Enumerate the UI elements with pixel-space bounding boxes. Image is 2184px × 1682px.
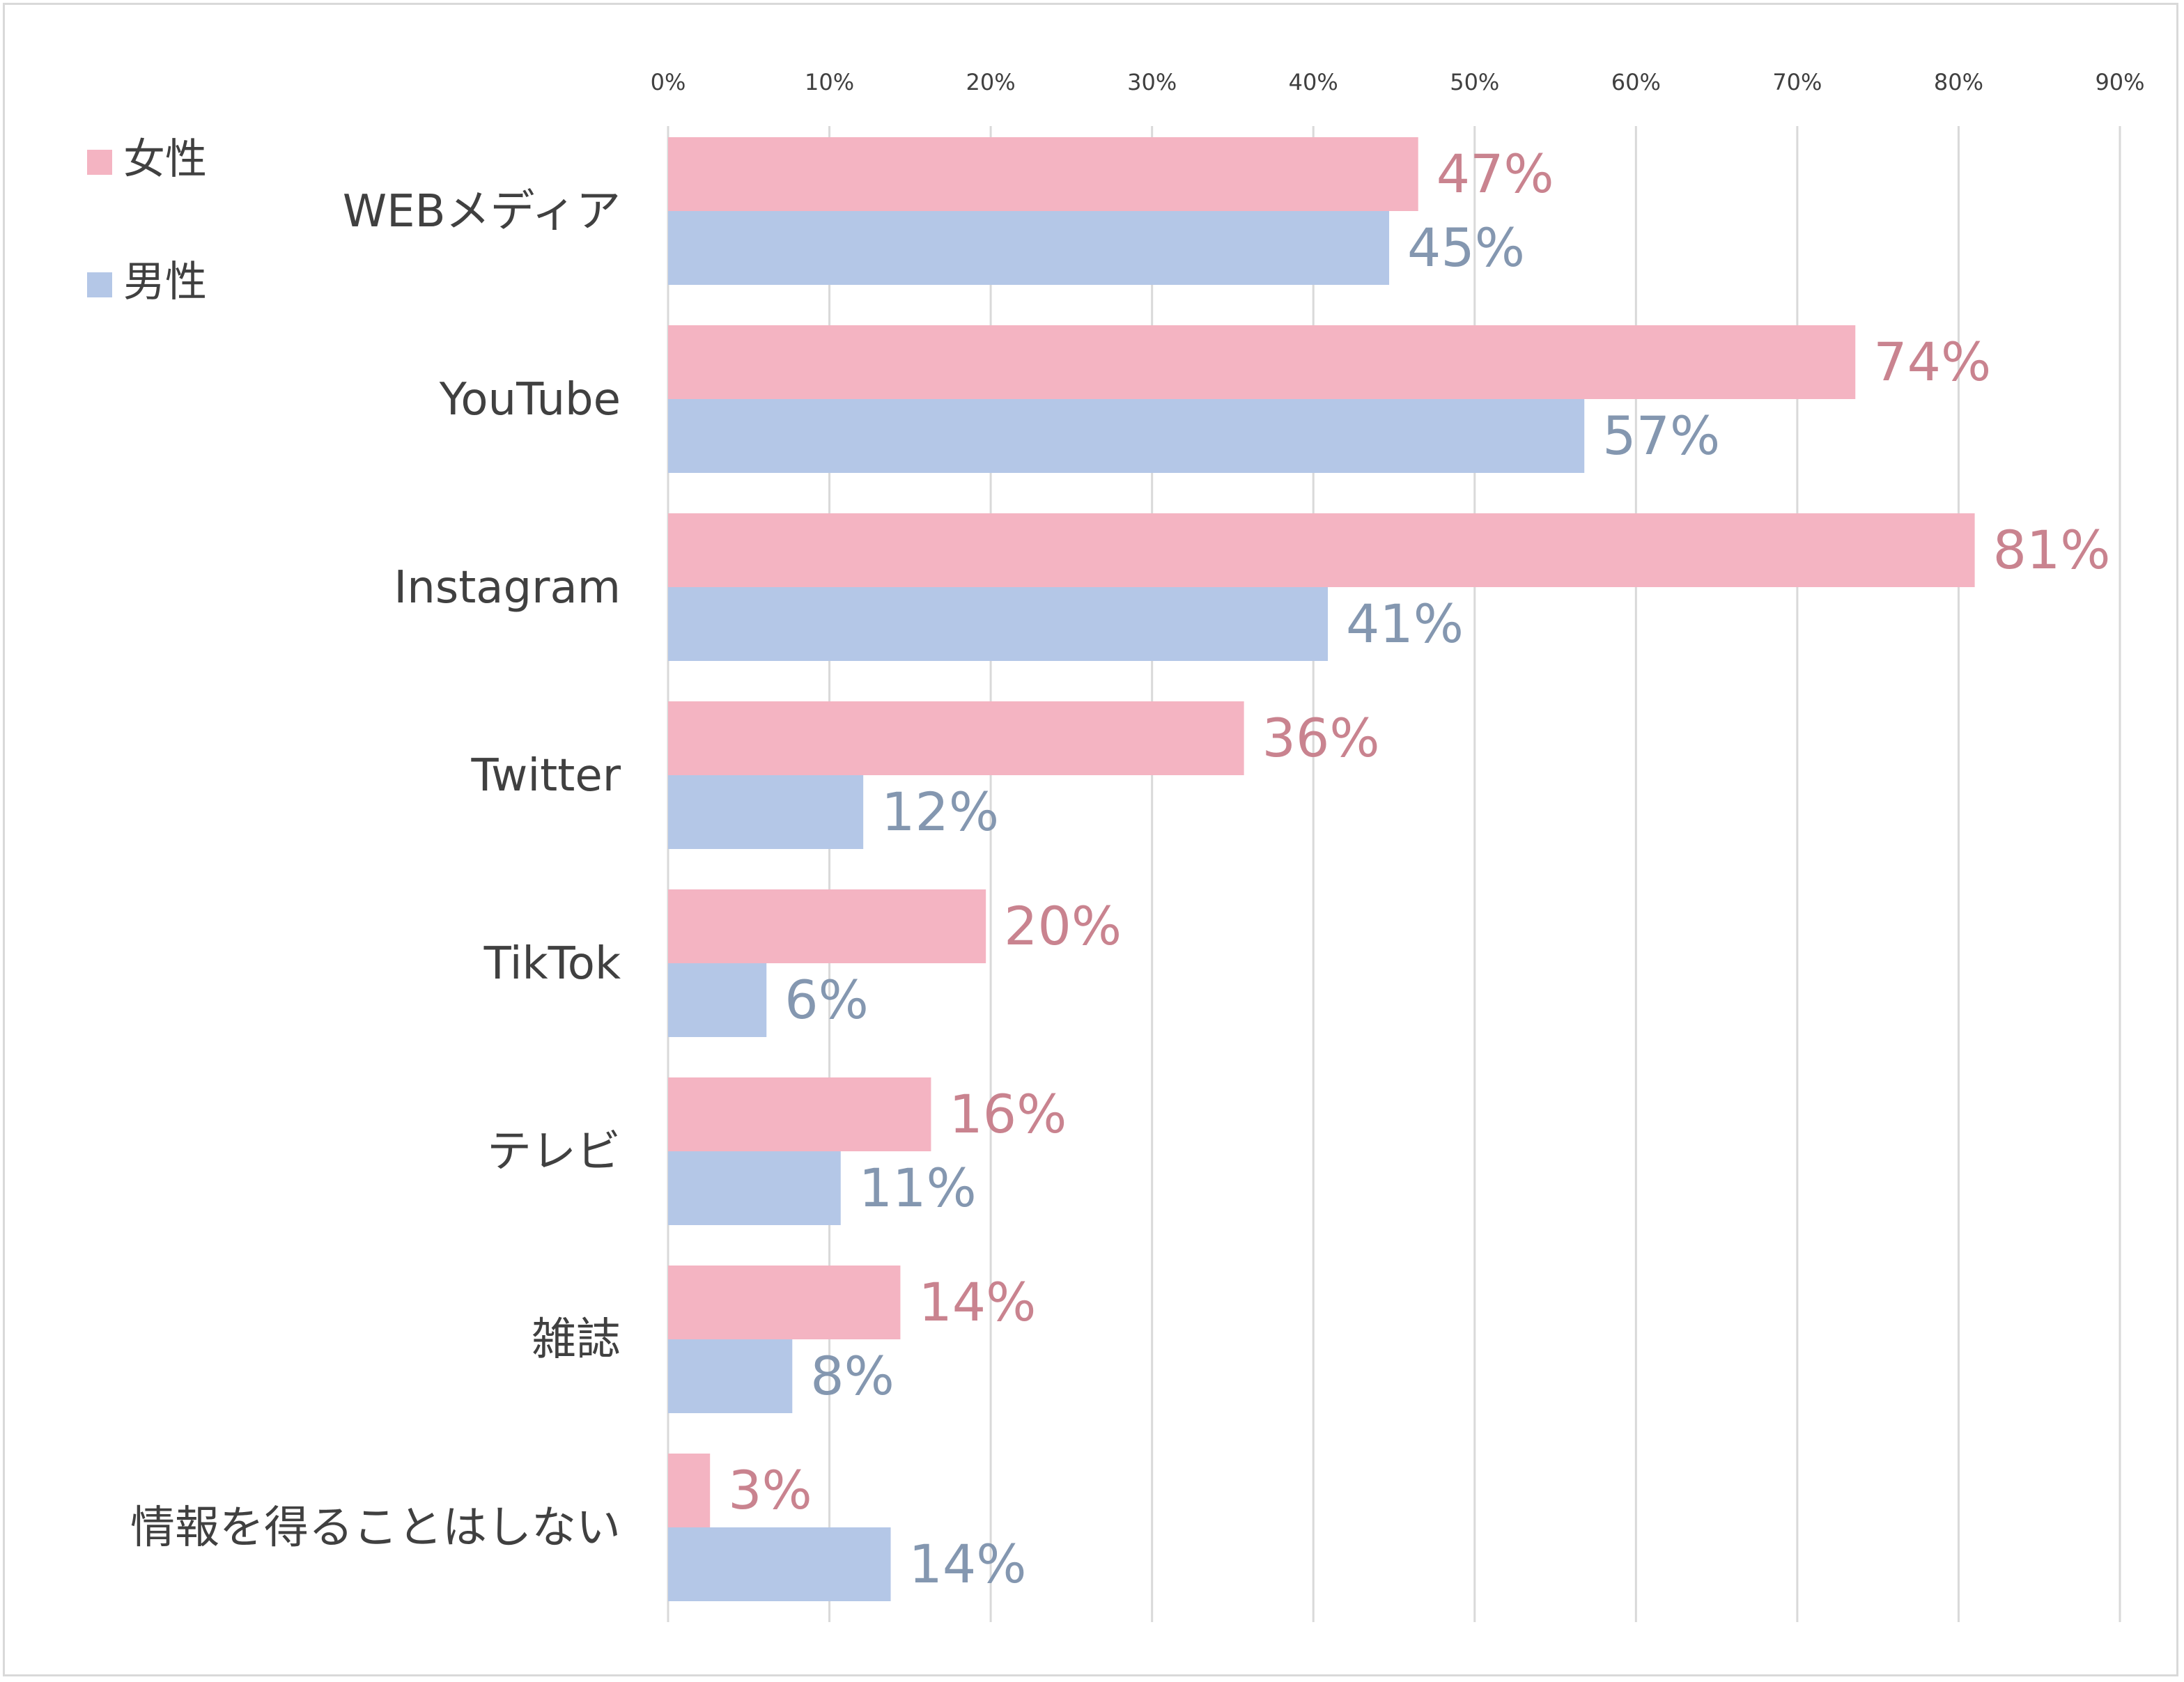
- data-label-female: 74%: [1873, 331, 1991, 393]
- bar-chart: 0% 10% 20% 30% 40% 50% 60% 70% 80% 90% 47% 45% 74% 5…: [87, 69, 2145, 1622]
- data-label-female: 14%: [918, 1271, 1036, 1333]
- bar-male: [668, 211, 1390, 285]
- bar-male: [668, 1339, 793, 1413]
- bar-female: [668, 325, 1856, 399]
- x-tick-label: 10%: [805, 69, 854, 95]
- bar-female: [668, 1077, 931, 1151]
- data-labels: 47% 45% 74% 57% 81% 41% 36% 12%20% 6% 16% 11% 14% 8%…: [728, 143, 2110, 1595]
- data-label-male: 8%: [810, 1345, 894, 1407]
- data-label-female: 20%: [1004, 895, 1122, 957]
- category-label: 情報を得ることはしない: [130, 1502, 621, 1554]
- chart-frame: 0% 10% 20% 30% 40% 50% 60% 70% 80% 90% 47% 45% 74% 5…: [3, 3, 2178, 1676]
- category-labels: WEBメディア YouTube Instagram Twitter TikTok テレビ雑…: [130, 186, 621, 1554]
- bar-male: [668, 963, 767, 1037]
- x-tick-label: 30%: [1127, 69, 1177, 95]
- data-label-male: 45%: [1407, 217, 1525, 279]
- bar-female: [668, 889, 986, 963]
- bar-male: [668, 399, 1585, 473]
- data-label-male: 57%: [1602, 405, 1720, 467]
- category-label: Instagram: [394, 562, 621, 614]
- x-tick-label: 40%: [1289, 69, 1338, 95]
- x-tick-label: 50%: [1450, 69, 1499, 95]
- x-axis-ticks: 0% 10% 20% 30% 40% 50% 60% 70% 80% 90%: [651, 69, 2145, 95]
- bar-female: [668, 1266, 901, 1339]
- bar-male: [668, 587, 1329, 661]
- x-tick-label: 0%: [651, 69, 686, 95]
- x-tick-label: 90%: [2095, 69, 2144, 95]
- data-label-female: 3%: [728, 1459, 812, 1521]
- legend-swatch-female: [87, 150, 112, 175]
- category-label: WEBメディア: [343, 186, 621, 237]
- legend-label-female: 女性: [123, 135, 207, 184]
- category-label: YouTube: [439, 374, 621, 426]
- bar-male: [668, 775, 864, 849]
- bar-female: [668, 701, 1244, 775]
- bar-female: [668, 137, 1418, 211]
- category-label: 雑誌: [532, 1314, 621, 1366]
- data-label-female: 81%: [1993, 519, 2111, 581]
- category-label: テレビ: [487, 1126, 621, 1178]
- x-tick-label: 80%: [1934, 69, 1983, 95]
- category-label: Twitter: [471, 750, 621, 802]
- data-label-male: 11%: [859, 1157, 977, 1219]
- data-label-female: 16%: [949, 1083, 1067, 1145]
- legend-label-male: 男性: [123, 258, 207, 306]
- data-label-male: 12%: [881, 781, 999, 843]
- data-label-male: 14%: [909, 1533, 1027, 1595]
- bar-male: [668, 1527, 891, 1601]
- data-label-female: 36%: [1262, 707, 1380, 769]
- bars: [668, 137, 1975, 1601]
- data-label-female: 47%: [1436, 143, 1554, 205]
- x-tick-label: 60%: [1611, 69, 1661, 95]
- legend-swatch-male: [87, 272, 112, 297]
- x-tick-label: 20%: [966, 69, 1016, 95]
- bar-female: [668, 513, 1975, 587]
- bar-male: [668, 1151, 841, 1225]
- category-label: TikTok: [483, 938, 621, 990]
- bar-female: [668, 1454, 711, 1527]
- data-label-male: 41%: [1346, 593, 1464, 655]
- x-tick-label: 70%: [1772, 69, 1822, 95]
- data-label-male: 6%: [784, 969, 869, 1031]
